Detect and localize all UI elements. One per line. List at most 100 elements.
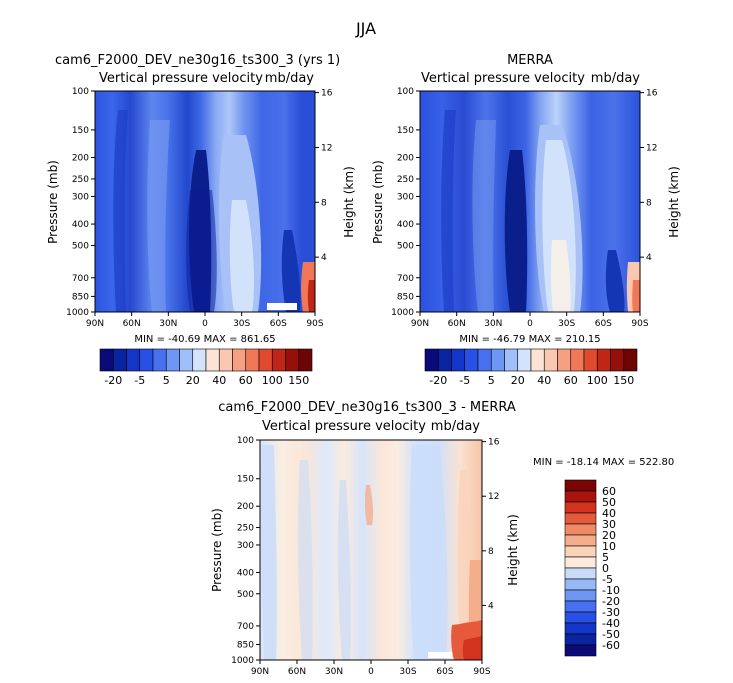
colorbar-diff-label: -50: [602, 628, 620, 641]
colorbar-merra-swatch: [477, 348, 492, 372]
colorbar-diff-label: -30: [602, 606, 620, 619]
colorbar-model-label: 60: [239, 374, 253, 387]
panel-model-ytick-label: 850: [72, 292, 89, 302]
panel-model-title: cam6_F2000_DEV_ne30g16_ts300_3 (yrs 1): [55, 53, 340, 68]
panel-model-ytick-label: 1000: [66, 308, 89, 318]
panel-merra-xtick-label: 30S: [558, 319, 575, 329]
colorbar-merra-swatch: [623, 348, 638, 372]
colorbar-model-swatch: [139, 348, 154, 372]
panel-merra-band: [605, 250, 625, 312]
colorbar-merra-label: 60: [564, 374, 578, 387]
panel-model-xtick-label: 90S: [306, 319, 323, 329]
panel-model-htick-label: 8: [321, 198, 327, 208]
panel-merra-field: [420, 91, 640, 312]
panel-model-ytick-label: 500: [72, 241, 89, 251]
panel-merra-xtick-label: 0: [527, 319, 533, 329]
colorbar-model-label: 20: [186, 374, 200, 387]
panel-merra-left-label: Vertical pressure velocity: [421, 71, 585, 86]
colorbar-diff-label: 50: [602, 496, 616, 509]
colorbar-diff-swatch: [564, 490, 597, 503]
colorbar-diff-swatch: [564, 523, 597, 536]
panel-diff-htick-label: 8: [488, 547, 494, 557]
colorbar-diff-swatch: [564, 622, 597, 635]
panel-merra-xtick-label: 30N: [484, 319, 502, 329]
colorbar-diff-label: 40: [602, 507, 616, 520]
colorbar-merra-label: 150: [613, 374, 634, 387]
panel-model-htick-label: 4: [321, 253, 327, 263]
panel-model-band: [113, 110, 128, 312]
colorbar-model-swatch: [245, 348, 260, 372]
panel-merra-ytick-label: 250: [397, 175, 414, 185]
colorbar-diff-swatch: [564, 578, 597, 591]
panel-model: cam6_F2000_DEV_ne30g16_ts300_3 (yrs 1) V…: [46, 53, 356, 387]
panel-diff-ytick-label: 200: [237, 502, 254, 512]
panel-diff-band: [337, 480, 351, 660]
colorbar-merra-swatch: [570, 348, 585, 372]
panel-diff-band: [457, 470, 473, 660]
colorbar-diff-label: 60: [602, 485, 616, 498]
colorbar-model-swatch: [218, 348, 233, 372]
colorbar-merra: -20 -5 5 20 40 60 100 150: [424, 348, 638, 387]
panel-merra-ytick-label: 850: [397, 292, 414, 302]
colorbar-model-swatch: [298, 348, 313, 372]
panel-merra-title: MERRA: [507, 53, 553, 68]
panel-diff-xtick-label: 30S: [399, 667, 416, 677]
colorbar-diff-swatch: [564, 567, 597, 580]
panel-merra-xtick-label: 90S: [631, 319, 648, 329]
colorbar-merra-label: 100: [587, 374, 608, 387]
colorbar-merra-label: 5: [488, 374, 495, 387]
colorbar-model-label: 100: [262, 374, 283, 387]
panel-merra-min-core: [504, 150, 528, 312]
panel-diff-ytick-label: 100: [237, 436, 254, 446]
colorbar-merra-swatch: [490, 348, 505, 372]
panel-merra-ytick-label: 700: [397, 274, 414, 284]
colorbar-diff-label: 20: [602, 529, 616, 542]
panel-model-left-label: Vertical pressure velocity: [99, 71, 263, 86]
panel-diff-xtick-label: 90N: [251, 667, 269, 677]
panel-model-stats: MIN = -40.69 MAX = 861.65: [134, 334, 275, 345]
colorbar-merra-label: 20: [511, 374, 525, 387]
panel-diff-ytick-label: 250: [237, 524, 254, 534]
colorbar-diff-label: 0: [602, 562, 609, 575]
colorbar-model-swatch: [232, 348, 247, 372]
panel-model-band: [186, 190, 217, 312]
colorbar-merra-swatch: [610, 348, 625, 372]
colorbar-diff-swatch: [564, 556, 597, 569]
colorbar-model-label: 150: [288, 374, 309, 387]
panel-merra-ytick-label: 400: [397, 220, 414, 230]
colorbar-diff-label: -40: [602, 617, 620, 630]
colorbar-merra-label: -5: [459, 374, 470, 387]
panel-diff-xtick-label: 0: [368, 667, 374, 677]
colorbar-diff-swatch: [564, 545, 597, 558]
colorbar-model-swatch: [205, 348, 220, 372]
panel-merra-xtick-label: 60S: [595, 319, 612, 329]
panel-diff-band: [261, 445, 277, 660]
panel-model-band: [281, 230, 301, 312]
colorbar-diff-swatch: [564, 512, 597, 525]
panel-model-max-core: [307, 280, 315, 312]
panel-diff-ylabel-right: Height (km): [506, 514, 520, 585]
colorbar-model-swatch: [179, 348, 194, 372]
colorbar-diff-label: -60: [602, 639, 620, 652]
colorbar-diff-label: -10: [602, 584, 620, 597]
colorbar-diff-swatch: [564, 611, 597, 624]
panel-diff-ytick-label: 500: [237, 590, 254, 600]
colorbar-merra-swatch: [451, 348, 466, 372]
panel-diff-right-label: mb/day: [431, 419, 481, 434]
colorbar-diff-swatch: [564, 644, 597, 657]
colorbar-diff-swatch: [564, 600, 597, 613]
figure-title: JJA: [355, 19, 376, 38]
colorbar-merra-swatch: [583, 348, 598, 372]
panel-model-xtick-label: 90N: [86, 319, 104, 329]
panel-diff-band: [364, 485, 374, 525]
panel-model-xtick-label: 0: [202, 319, 208, 329]
panel-diff-field: [260, 440, 482, 660]
panel-diff-htick-label: 4: [488, 601, 494, 611]
colorbar-model-swatch: [285, 348, 300, 372]
panel-diff-max-core: [462, 636, 482, 660]
colorbar-merra-swatch: [504, 348, 519, 372]
panel-merra-ytick-label: 150: [397, 126, 414, 136]
panel-diff-title: cam6_F2000_DEV_ne30g16_ts300_3 - MERRA: [218, 400, 516, 415]
panel-merra-xtick-label: 60N: [448, 319, 466, 329]
